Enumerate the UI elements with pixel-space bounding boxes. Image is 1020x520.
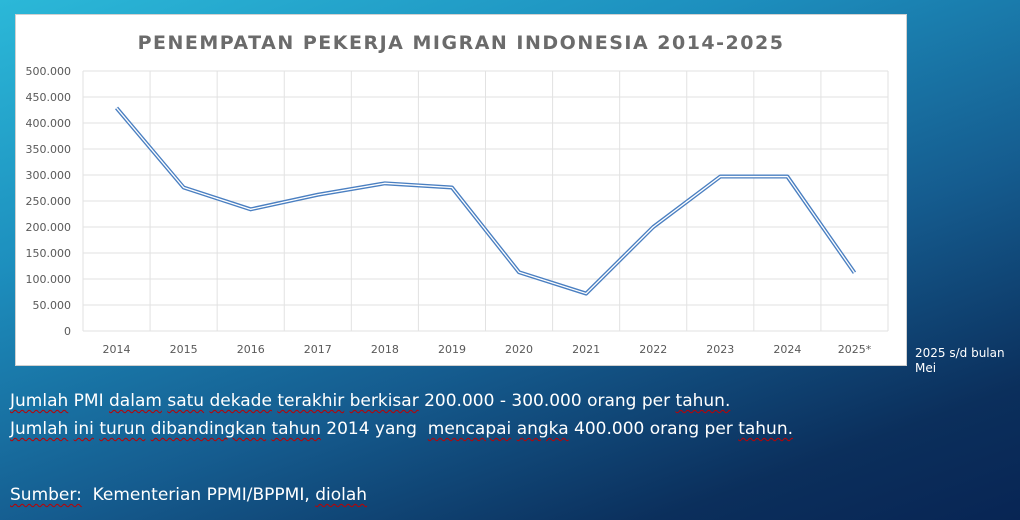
x-tick-label: 2017	[304, 343, 332, 356]
summary-line-2: Jumlah ini turun dibandingkan tahun 2014…	[10, 419, 794, 439]
y-tick-label: 100.000	[26, 273, 72, 286]
y-tick-label: 0	[64, 325, 71, 338]
series-lines	[115, 106, 857, 296]
chart-panel: PENEMPATAN PEKERJA MIGRAN INDONESIA 2014…	[15, 14, 907, 366]
x-tick-label: 2022	[639, 343, 667, 356]
x-tick-label: 2014	[103, 343, 131, 356]
y-tick-label: 350.000	[26, 143, 72, 156]
source-text: Sumber: Kementerian PPMI/BPPMI, diolah	[10, 485, 368, 505]
y-tick-label: 500.000	[26, 65, 72, 78]
y-tick-label: 400.000	[26, 117, 72, 130]
x-tick-label: 2020	[505, 343, 533, 356]
chart-footnote: 2025 s/d bulan Mei	[915, 346, 1005, 375]
x-tick-label: 2016	[237, 343, 265, 356]
y-tick-label: 150.000	[26, 247, 72, 260]
y-axis-tick-labels: 0 50.000 100.000 150.000 200.000 250.000 300.0…	[26, 65, 72, 338]
y-tick-label: 250.000	[26, 195, 72, 208]
x-tick-label: 2023	[706, 343, 734, 356]
grid-lines	[82, 70, 889, 332]
summary-line-1: Jumlah PMI dalam satu dekade terakhir be…	[10, 391, 731, 411]
y-tick-label: 200.000	[26, 221, 72, 234]
x-tick-label: 2024	[773, 343, 801, 356]
x-tick-label: 2025*	[838, 343, 872, 356]
y-tick-label: 300.000	[26, 169, 72, 182]
x-axis-tick-labels: 2014 2015 2016 2017 2018 2019 2020 2021 2022 2023…	[103, 343, 872, 356]
x-tick-label: 2015	[170, 343, 198, 356]
line-chart: PENEMPATAN PEKERJA MIGRAN INDONESIA 2014…	[26, 32, 889, 356]
y-tick-label: 50.000	[33, 299, 72, 312]
y-tick-label: 450.000	[26, 91, 72, 104]
x-tick-label: 2021	[572, 343, 600, 356]
series-line-highlight	[116, 107, 855, 295]
x-tick-label: 2019	[438, 343, 466, 356]
chart-title: PENEMPATAN PEKERJA MIGRAN INDONESIA 2014…	[138, 32, 785, 54]
x-tick-label: 2018	[371, 343, 399, 356]
